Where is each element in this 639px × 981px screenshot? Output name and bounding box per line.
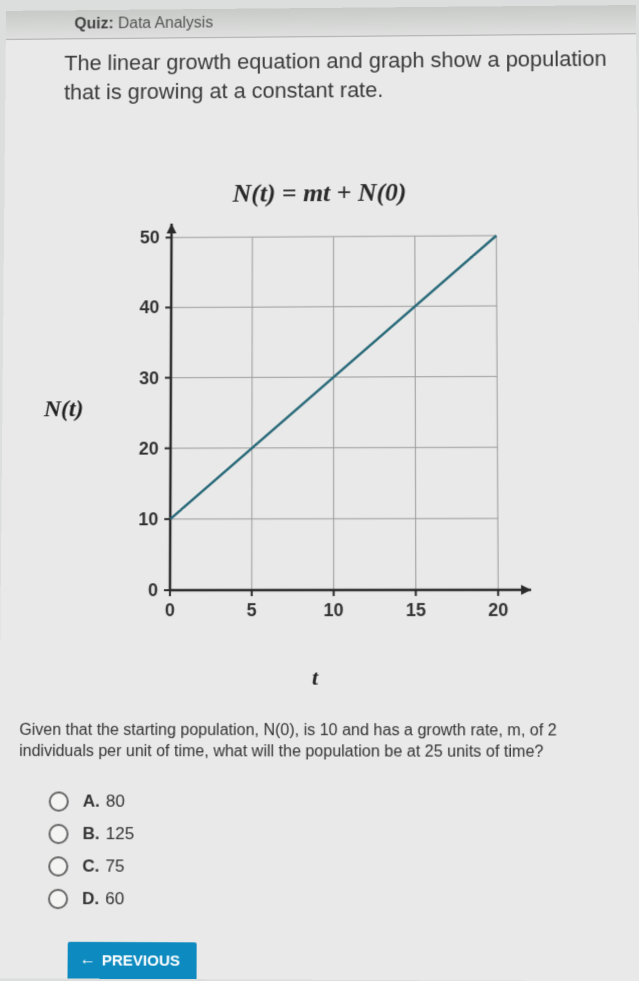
radio-a[interactable] (49, 791, 69, 811)
option-b[interactable]: B. 125 (48, 824, 134, 845)
quiz-page: Quiz: Data Analysis The linear growth eq… (0, 5, 639, 981)
svg-text:5: 5 (247, 600, 257, 620)
line-chart: 0 10 20 30 40 50 0 5 10 15 20 (100, 212, 531, 631)
quiz-title: Data Analysis (118, 15, 213, 32)
option-c-text: 75 (105, 856, 124, 876)
svg-text:0: 0 (148, 580, 158, 600)
radio-d[interactable] (48, 889, 68, 909)
option-b-letter: B. (83, 824, 100, 844)
radio-b[interactable] (48, 824, 68, 844)
svg-text:50: 50 (140, 228, 160, 248)
svg-text:0: 0 (165, 600, 175, 620)
x-axis-label: t (100, 664, 532, 690)
previous-button-label: PREVIOUS (102, 952, 180, 970)
svg-text:40: 40 (139, 298, 159, 318)
option-b-text: 125 (106, 824, 135, 844)
option-c[interactable]: C. 75 (48, 856, 134, 877)
option-a-text: 80 (106, 792, 125, 812)
option-a-letter: A. (83, 791, 100, 811)
option-a[interactable]: A. 80 (49, 791, 135, 811)
arrow-left-icon: ← (80, 951, 96, 969)
radio-c[interactable] (48, 856, 68, 876)
svg-text:10: 10 (324, 600, 344, 620)
answer-options: A. 80 B. 125 C. 75 D. 60 (48, 791, 135, 921)
quiz-prefix: Quiz: (74, 16, 113, 33)
svg-text:20: 20 (488, 600, 508, 620)
quiz-breadcrumb: Quiz: Data Analysis (74, 15, 213, 34)
intro-text: The linear growth equation and graph sho… (64, 44, 627, 107)
option-d-text: 60 (105, 889, 124, 909)
chart-container: N(t) 0102030405005101520 t (100, 212, 531, 631)
option-d[interactable]: D. 60 (48, 889, 134, 910)
option-c-letter: C. (82, 856, 99, 876)
svg-text:15: 15 (406, 600, 426, 620)
question-text: Given that the starting population, N(0)… (19, 721, 628, 764)
option-d-letter: D. (82, 889, 99, 909)
svg-text:10: 10 (138, 509, 158, 529)
svg-text:20: 20 (139, 438, 159, 458)
svg-text:30: 30 (139, 368, 159, 388)
equation: N(t) = mt + N(0) (4, 176, 637, 210)
y-axis-label: N(t) (44, 396, 84, 423)
